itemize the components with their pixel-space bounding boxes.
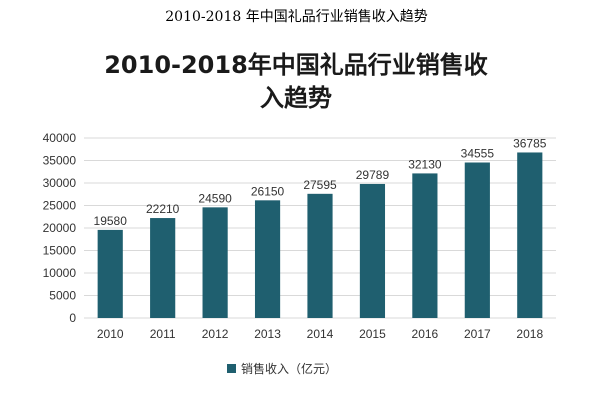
x-tick-label-2018: 2018 [516, 327, 543, 341]
x-axis-tick-labels: 2010 2011 2012 2013 2014 2015 2016 2017 2018 [97, 327, 544, 341]
y-tick-label: 0 [69, 311, 76, 325]
y-tick-label: 5000 [49, 289, 76, 303]
y-tick-label: 25000 [43, 199, 77, 213]
bar-2012 [202, 207, 228, 318]
legend: 销售收入（亿元） [227, 361, 337, 376]
bars [97, 152, 543, 318]
x-tick-label-2015: 2015 [359, 327, 386, 341]
y-tick-label: 30000 [43, 176, 77, 190]
y-axis-tick-labels: 0 5000 10000 15000 20000 25000 30000 35000 40000 [43, 131, 77, 325]
bar-2018 [517, 152, 543, 318]
data-label-2012: 24590 [198, 191, 232, 205]
data-label-2017: 34555 [461, 147, 495, 161]
x-tick-label-2010: 2010 [97, 327, 124, 341]
x-tick-label-2016: 2016 [412, 327, 439, 341]
x-tick-label-2013: 2013 [254, 327, 281, 341]
y-tick-label: 40000 [43, 131, 77, 145]
data-label-2018: 36785 [513, 136, 547, 150]
data-label-2016: 32130 [408, 157, 442, 171]
bar-2015 [359, 183, 386, 318]
data-label-2015: 29789 [356, 168, 390, 182]
bar-2014 [307, 193, 333, 318]
bar-2017 [464, 162, 490, 318]
y-tick-label: 15000 [43, 244, 77, 258]
x-tick-label-2012: 2012 [202, 327, 229, 341]
data-label-2010: 19580 [94, 214, 128, 228]
y-tick-label: 10000 [43, 266, 77, 280]
data-label-2014: 27595 [303, 178, 337, 192]
chart-title-line-2: 入趋势 [260, 84, 332, 112]
bar-2011 [150, 218, 176, 318]
data-labels: 19580 22210 24590 26150 27595 29789 32130 34555… [94, 136, 547, 227]
data-label-2013: 26150 [251, 184, 285, 198]
y-tick-label: 35000 [43, 154, 77, 168]
legend-label: 销售收入（亿元） [241, 361, 337, 376]
y-tick-label: 20000 [43, 221, 77, 235]
x-tick-label-2017: 2017 [464, 327, 491, 341]
page-title: 2010-2018 年中国礼品行业销售收入趋势 [165, 9, 428, 25]
bar-2013 [254, 200, 281, 318]
legend-swatch [227, 364, 236, 373]
data-label-2011: 22210 [146, 202, 180, 216]
bar-2016 [412, 173, 438, 318]
bar-2010 [97, 229, 123, 318]
chart-title-line-1: 2010-2018年中国礼品行业销售收 [104, 51, 488, 79]
x-tick-label-2014: 2014 [307, 327, 334, 341]
x-tick-label-2011: 2011 [150, 327, 176, 341]
